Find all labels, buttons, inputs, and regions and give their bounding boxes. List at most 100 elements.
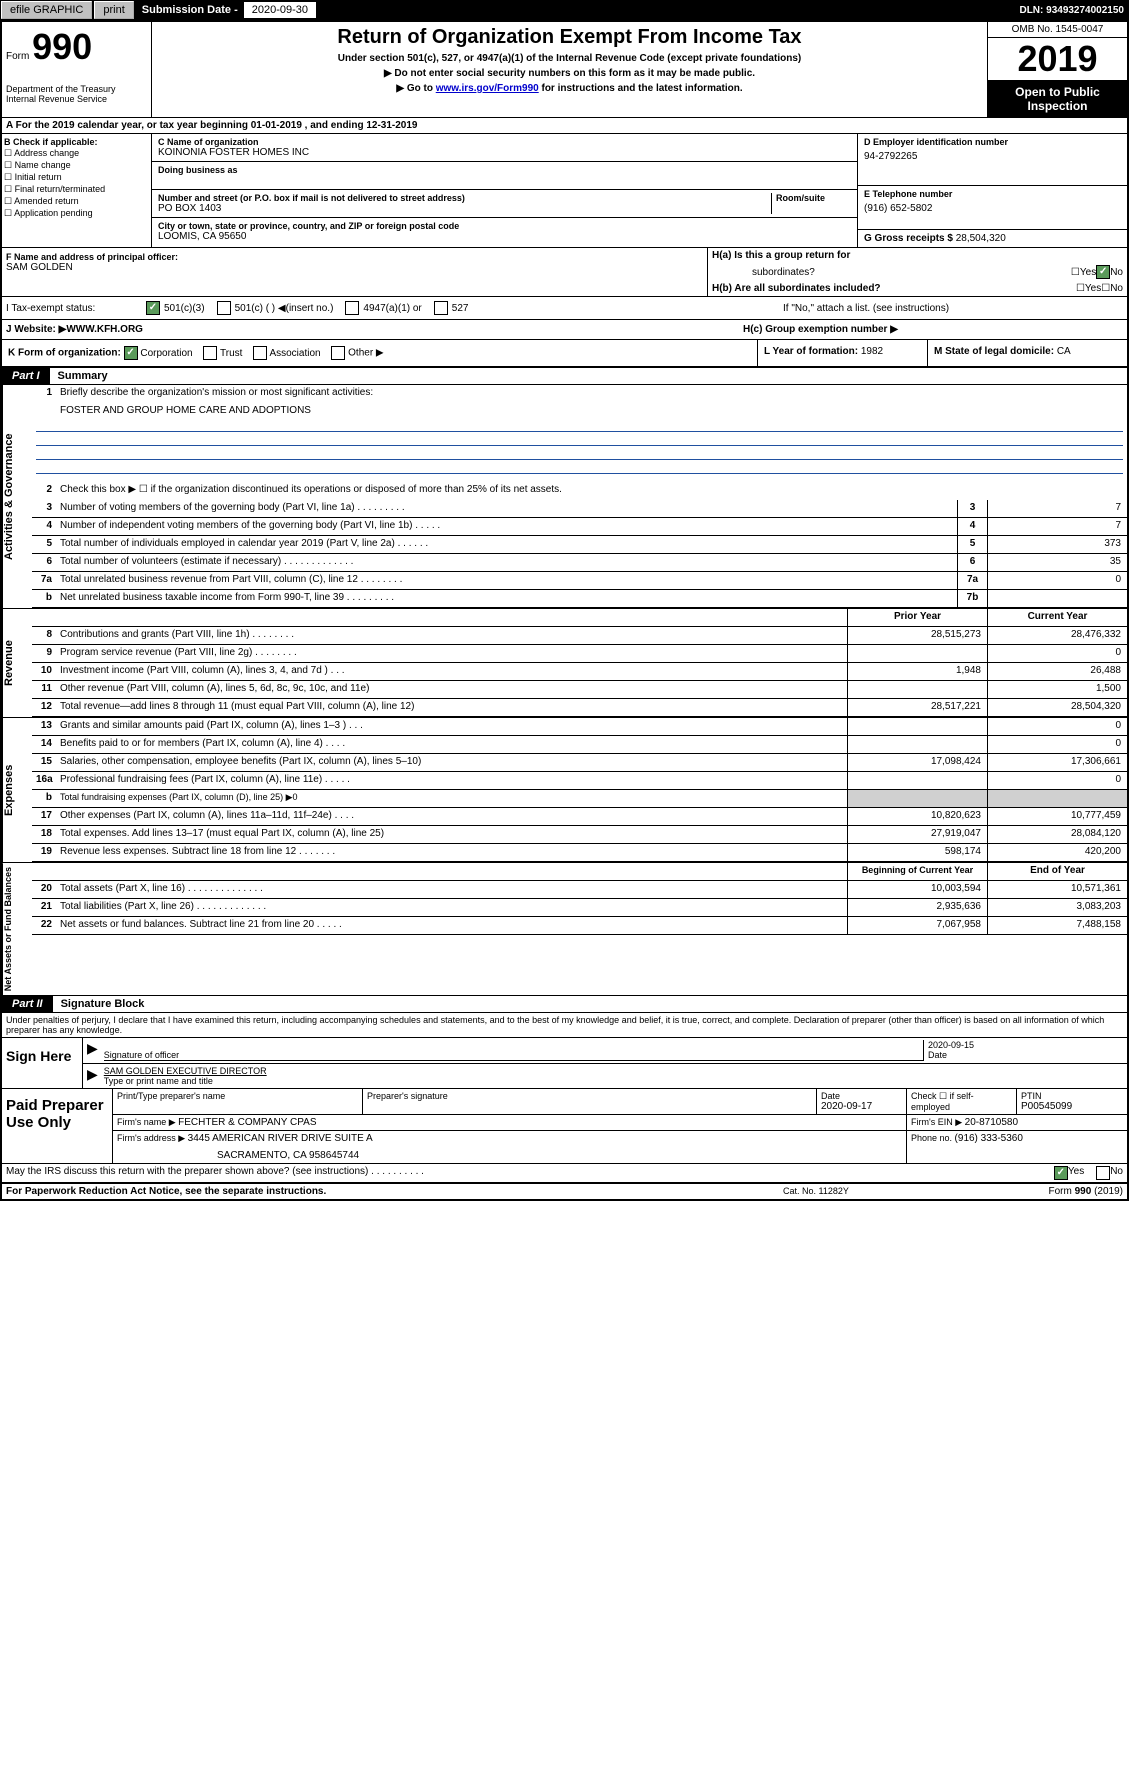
prep-date: 2020-09-17	[821, 1101, 902, 1112]
hc-label: H(c) Group exemption number ▶	[743, 324, 898, 335]
discuss-yes-chk[interactable]: ✓	[1054, 1166, 1068, 1180]
domicile: CA	[1057, 346, 1071, 357]
line2: Check this box ▶ ☐ if the organization d…	[56, 482, 1127, 500]
l-section: L Year of formation: 1982	[757, 340, 927, 366]
chk-other[interactable]	[331, 346, 345, 360]
l16ap	[847, 772, 987, 789]
dept-label: Department of the Treasury	[6, 84, 147, 94]
line4: Number of independent voting members of …	[56, 518, 957, 535]
k-assoc: Association	[269, 348, 320, 359]
hb-no[interactable]: ☐No	[1101, 283, 1123, 294]
e-label: E Telephone number	[864, 189, 1121, 199]
city-label: City or town, state or province, country…	[158, 221, 851, 231]
part2-tab: Part II	[2, 996, 53, 1012]
ptin-label: PTIN	[1021, 1091, 1123, 1101]
m-label: M State of legal domicile:	[934, 346, 1057, 357]
inst2-pre: ▶ Go to	[396, 83, 435, 94]
tax-year: 2019	[988, 38, 1127, 81]
i-label: I Tax-exempt status:	[6, 303, 146, 314]
ha-no-chk[interactable]: ✓	[1096, 265, 1110, 279]
discuss-no-chk[interactable]	[1096, 1166, 1110, 1180]
mission-line	[36, 446, 1123, 460]
end-header: End of Year	[987, 863, 1127, 880]
chk-4947[interactable]	[345, 301, 359, 315]
l17p: 10,820,623	[847, 808, 987, 825]
chk-addr[interactable]: ☐ Address change	[4, 148, 149, 159]
period-mid: , and ending	[302, 120, 366, 131]
footer-right: Form 990 (2019)	[983, 1186, 1123, 1197]
firm-phone: (916) 333-5360	[955, 1133, 1023, 1144]
l11p	[847, 681, 987, 698]
line5-val: 373	[987, 536, 1127, 553]
sig-date-label: Date	[928, 1050, 1123, 1060]
inspection-badge: Open to Public Inspection	[988, 81, 1127, 117]
chk-app[interactable]: ☐ Application pending	[4, 208, 149, 219]
l15c: 17,306,661	[987, 754, 1127, 771]
l16ac: 0	[987, 772, 1127, 789]
d-label: D Employer identification number	[864, 137, 1121, 147]
footer-left: For Paperwork Reduction Act Notice, see …	[6, 1186, 783, 1197]
l21c: 3,083,203	[987, 899, 1127, 916]
discuss-yes: Yes	[1068, 1166, 1084, 1180]
l22p: 7,067,958	[847, 917, 987, 934]
mission-line	[36, 432, 1123, 446]
insp1: Open to Public	[992, 85, 1123, 99]
header-right: OMB No. 1545-0047 2019 Open to Public In…	[987, 22, 1127, 117]
l14c: 0	[987, 736, 1127, 753]
m-section: M State of legal domicile: CA	[927, 340, 1127, 366]
chk-501c3[interactable]: ✓	[146, 301, 160, 315]
ha-yes[interactable]: ☐Yes	[1071, 267, 1096, 278]
period-begin: 01-01-2019	[251, 120, 302, 131]
firm-name-label: Firm's name ▶	[117, 1117, 178, 1127]
l9p	[847, 645, 987, 662]
side-netassets: Net Assets or Fund Balances	[2, 863, 32, 995]
chk-assoc[interactable]	[253, 346, 267, 360]
instruction-1: ▶ Do not enter social security numbers o…	[156, 68, 983, 79]
chk-trust[interactable]	[203, 346, 217, 360]
line7b-val	[987, 590, 1127, 607]
l8p: 28,515,273	[847, 627, 987, 644]
chk-final[interactable]: ☐ Final return/terminated	[4, 184, 149, 195]
firm-addr1: 3445 AMERICAN RIVER DRIVE SUITE A	[188, 1133, 373, 1144]
chk-name[interactable]: ☐ Name change	[4, 160, 149, 171]
top-bar: efile GRAPHIC print Submission Date - 20…	[0, 0, 1129, 20]
l18c: 28,084,120	[987, 826, 1127, 843]
l15p: 17,098,424	[847, 754, 987, 771]
section-deg: D Employer identification number 94-2792…	[857, 134, 1127, 247]
l17c: 10,777,459	[987, 808, 1127, 825]
form990-link[interactable]: www.irs.gov/Form990	[436, 83, 539, 94]
l14p	[847, 736, 987, 753]
i-a1: 4947(a)(1) or	[363, 303, 421, 314]
j-label: J Website: ▶	[6, 324, 66, 335]
hb-yes[interactable]: ☐Yes	[1076, 283, 1101, 294]
print-btn[interactable]: print	[94, 1, 133, 19]
l-label: L Year of formation:	[764, 346, 861, 357]
chk-corp[interactable]: ✓	[124, 346, 138, 360]
l10c: 26,488	[987, 663, 1127, 680]
prep-selfemp[interactable]: Check ☐ if self-employed	[907, 1089, 1017, 1114]
year-formation: 1982	[861, 346, 883, 357]
chk-amend[interactable]: ☐ Amended return	[4, 196, 149, 207]
line6: Total number of volunteers (estimate if …	[56, 554, 957, 571]
inst2-post: for instructions and the latest informat…	[539, 83, 743, 94]
line18: Total expenses. Add lines 13–17 (must eq…	[56, 826, 847, 843]
b-addr: Address change	[14, 148, 79, 158]
part2-title: Signature Block	[53, 998, 145, 1010]
l22c: 7,488,158	[987, 917, 1127, 934]
prep-sig-label: Preparer's signature	[367, 1091, 812, 1101]
prep-date-label: Date	[821, 1091, 902, 1101]
c-name-label: C Name of organization	[158, 137, 851, 147]
form-id-block: Form 990 Department of the Treasury Inte…	[2, 22, 152, 117]
chk-init[interactable]: ☐ Initial return	[4, 172, 149, 183]
firm-ein-label: Firm's EIN ▶	[911, 1117, 965, 1127]
line19: Revenue less expenses. Subtract line 18 …	[56, 844, 847, 861]
addr-label: Number and street (or P.O. box if mail i…	[158, 193, 771, 203]
b-header: B Check if applicable:	[4, 137, 149, 147]
chk-527[interactable]	[434, 301, 448, 315]
k-corp: Corporation	[140, 348, 192, 359]
i-c3: 501(c)(3)	[164, 303, 205, 314]
header-mid: Return of Organization Exempt From Incom…	[152, 22, 987, 117]
efile-btn[interactable]: efile GRAPHIC	[1, 1, 92, 19]
chk-501c[interactable]	[217, 301, 231, 315]
l13p	[847, 718, 987, 735]
